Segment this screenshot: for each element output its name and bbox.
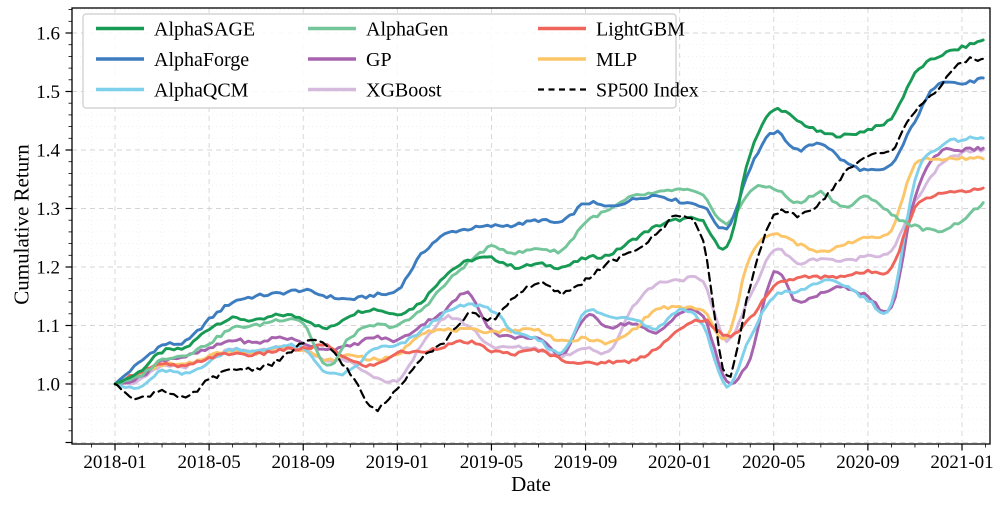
svg-text:1.4: 1.4: [36, 141, 60, 162]
x-axis-label: Date: [511, 472, 551, 496]
series-line-alphasage: [113, 38, 985, 386]
svg-text:2019-01: 2019-01: [366, 452, 429, 473]
svg-text:2020-01: 2020-01: [648, 452, 711, 473]
svg-text:1.3: 1.3: [36, 199, 60, 220]
legend-label-alphaforge: AlphaForge: [154, 49, 249, 71]
series-line-alphaforge: [113, 76, 985, 386]
svg-text:2019-05: 2019-05: [460, 452, 523, 473]
legend-label-alphasage: AlphaSAGE: [154, 19, 255, 41]
y-axis-label: Cumulative Return: [9, 144, 34, 305]
svg-text:1.6: 1.6: [36, 24, 60, 45]
svg-text:2020-09: 2020-09: [836, 452, 899, 473]
svg-text:2021-01: 2021-01: [930, 452, 993, 473]
svg-text:2020-05: 2020-05: [742, 452, 805, 473]
svg-text:2018-09: 2018-09: [272, 452, 335, 473]
legend-label-mlp: MLP: [596, 49, 637, 71]
legend: AlphaSAGE AlphaForge AlphaQCM AlphaGen GP XGB…: [82, 13, 699, 109]
svg-text:1.2: 1.2: [36, 258, 60, 279]
svg-text:2019-09: 2019-09: [554, 452, 617, 473]
svg-text:2018-05: 2018-05: [177, 452, 240, 473]
legend-label-alphagen: AlphaGen: [366, 19, 448, 41]
y-tick-labels: 1.0 1.1 1.2 1.3 1.4 1.5 1.6: [36, 24, 60, 396]
legend-label-alphaqcm: AlphaQCM: [154, 80, 249, 102]
series-line-alphagen: [113, 183, 985, 386]
series-lines: [113, 38, 985, 413]
svg-text:1.1: 1.1: [36, 316, 60, 337]
svg-text:1.5: 1.5: [36, 82, 60, 103]
series-line-alphaqcm: [113, 135, 985, 390]
series-line-lightgbm: [113, 186, 985, 386]
legend-box: [82, 13, 677, 109]
series-line-gp: [113, 145, 985, 386]
legend-label-xgboost: XGBoost: [366, 80, 442, 102]
x-tick-labels: 2018-01 2018-05 2018-09 2019-01 2019-05 2019-…: [83, 452, 993, 473]
series-line-sp500-index: [113, 56, 985, 413]
svg-text:2018-01: 2018-01: [83, 452, 146, 473]
legend-label-sp500-index: SP500 Index: [596, 80, 699, 102]
legend-label-gp: GP: [366, 49, 392, 71]
svg-text:1.0: 1.0: [36, 375, 60, 396]
legend-label-lightgbm: LightGBM: [596, 19, 685, 41]
plot-border: [71, 7, 991, 445]
